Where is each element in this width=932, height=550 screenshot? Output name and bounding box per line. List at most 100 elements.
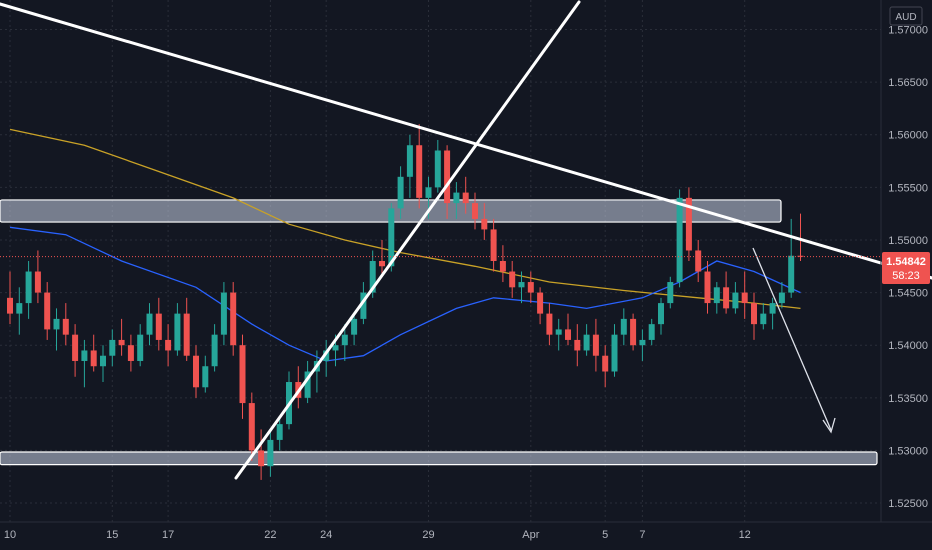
candle (490, 218, 497, 272)
y-tick-label: 1.56500 (888, 77, 928, 89)
candle (220, 282, 227, 346)
x-tick-label: 7 (639, 529, 645, 541)
candle-body (704, 271, 711, 304)
candle (695, 239, 702, 283)
candle-body (676, 197, 683, 283)
candle-body (537, 292, 544, 314)
candle-body (118, 339, 125, 346)
candle-body (100, 355, 106, 367)
candle-body (713, 287, 720, 304)
candle-body (81, 350, 88, 361)
candle-body (202, 366, 209, 388)
candle-body (230, 292, 237, 346)
candle (53, 308, 60, 351)
candle-body (602, 355, 609, 372)
candle-body (34, 271, 41, 293)
candle (723, 271, 730, 314)
candle-body (574, 339, 581, 351)
y-tick-label: 1.57000 (888, 24, 928, 36)
support-resistance-zones (0, 199, 878, 466)
candle (211, 324, 218, 372)
candle (81, 339, 88, 388)
candle-body (462, 192, 469, 204)
candle-body (658, 303, 664, 325)
candle (25, 261, 32, 319)
candle-body (639, 339, 646, 346)
candle-body (276, 424, 283, 440)
candle (127, 334, 134, 372)
candle (44, 282, 51, 340)
candle (341, 324, 348, 361)
candle (267, 429, 274, 477)
candle-body (583, 334, 590, 351)
candle-body (472, 203, 478, 219)
candle-body (769, 303, 776, 314)
candle-body (797, 255, 804, 257)
candle (732, 282, 739, 314)
candle (797, 213, 804, 261)
candle-body (7, 297, 13, 314)
candle (583, 324, 590, 356)
candle (137, 324, 144, 367)
candle-body (16, 303, 23, 314)
candle-body (481, 218, 488, 230)
candle (165, 324, 172, 367)
currency-label: AUD (895, 12, 916, 23)
x-axis: 10 15 17 22 24 29 Apr 5 7 12 (4, 529, 751, 541)
candle-body (778, 292, 785, 304)
candle (72, 324, 79, 377)
y-tick-label: 1.53500 (888, 393, 928, 405)
y-axis: 1.57000 1.56500 1.56000 1.55500 1.55000 1.545… (888, 24, 928, 510)
candle-body (332, 345, 339, 351)
candle (741, 271, 748, 319)
candle (760, 303, 767, 330)
candle-body (137, 334, 144, 361)
candle-body (53, 318, 60, 330)
y-tick-label: 1.55500 (888, 182, 928, 194)
candle-body (546, 313, 553, 335)
candle (611, 324, 618, 377)
candle-body (425, 187, 432, 198)
candle-body (146, 313, 153, 335)
candle (183, 297, 190, 361)
candle-body (90, 350, 97, 367)
x-tick-label: Apr (522, 529, 539, 541)
candle-body (25, 271, 32, 304)
candle-body (174, 313, 181, 351)
candle-body (434, 150, 441, 188)
candle-body (193, 355, 199, 388)
candle (379, 239, 385, 277)
candle-body (667, 282, 674, 304)
candle (555, 318, 562, 351)
currency-box[interactable] (889, 6, 923, 26)
x-tick-label: 24 (320, 529, 332, 541)
candle-body (388, 208, 395, 267)
candle-body (220, 292, 227, 335)
candle (7, 271, 13, 325)
candle-body (304, 371, 311, 398)
candle (769, 297, 776, 330)
candle (406, 134, 413, 198)
candle (713, 282, 720, 314)
candle-body (499, 261, 506, 272)
candle (16, 287, 23, 335)
candle (230, 282, 237, 356)
candle (751, 292, 757, 340)
candle (472, 192, 478, 230)
candle (397, 166, 404, 219)
candle-body (732, 292, 739, 309)
candle-body (527, 282, 534, 293)
candle-body (490, 229, 497, 261)
candle-body (630, 318, 637, 346)
candle (630, 313, 637, 351)
candle-body (723, 287, 730, 309)
candle-body (444, 150, 451, 204)
candle (202, 355, 209, 393)
candle (444, 145, 451, 219)
candle-body (788, 255, 795, 293)
x-tick-label: 5 (602, 529, 608, 541)
candle (778, 282, 785, 309)
candle (351, 313, 358, 346)
candle (565, 313, 571, 346)
